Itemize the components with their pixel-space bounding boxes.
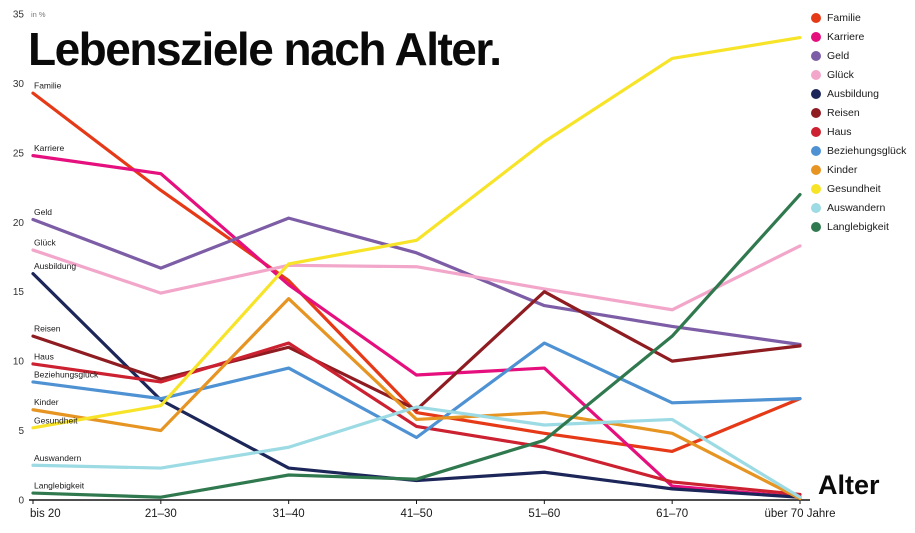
legend-label: Glück xyxy=(827,69,854,81)
series-start-label: Gesundheit xyxy=(34,415,78,425)
legend-label: Gesundheit xyxy=(827,183,881,195)
legend-item: Kinder xyxy=(811,164,907,176)
y-tick-label: 15 xyxy=(13,287,25,298)
legend-swatch-icon xyxy=(811,127,821,137)
legend-swatch-icon xyxy=(811,184,821,194)
series-start-label: Glück xyxy=(34,238,56,248)
series-start-label: Karriere xyxy=(34,143,65,153)
legend-label: Auswandern xyxy=(827,202,886,214)
legend-swatch-icon xyxy=(811,222,821,232)
y-tick-label: 30 xyxy=(13,79,25,90)
legend-item: Haus xyxy=(811,126,907,138)
series-start-label: Haus xyxy=(34,351,54,361)
series-line-beziehungsglck xyxy=(31,341,802,440)
y-tick-label: 10 xyxy=(13,357,25,368)
series-line-familie xyxy=(31,91,802,453)
legend-item: Glück xyxy=(811,69,907,81)
legend-label: Langlebigkeit xyxy=(827,221,889,233)
legend-swatch-icon xyxy=(811,146,821,156)
y-tick-label: 0 xyxy=(18,496,24,507)
chart-legend: Familie Karriere Geld Glück Ausbildung Reisen… xyxy=(811,12,907,233)
x-tick-label: 41–50 xyxy=(401,508,433,520)
legend-swatch-icon xyxy=(811,70,821,80)
series-start-label: Reisen xyxy=(34,324,61,334)
x-tick-label: 61–70 xyxy=(656,508,688,520)
legend-label: Karriere xyxy=(827,31,865,43)
legend-swatch-icon xyxy=(811,165,821,175)
x-tick-label: 51–60 xyxy=(528,508,560,520)
x-tick-label: über 70 Jahre xyxy=(765,508,836,520)
y-tick-label: 25 xyxy=(13,148,25,159)
y-tick-label: 35 xyxy=(13,10,25,21)
legend-item: Geld xyxy=(811,50,907,62)
legend-swatch-icon xyxy=(811,32,821,42)
legend-label: Kinder xyxy=(827,164,858,176)
legend-item: Auswandern xyxy=(811,202,907,214)
series-start-label: Beziehungsglück xyxy=(34,369,99,379)
legend-item: Langlebigkeit xyxy=(811,221,907,233)
series-line-kinder xyxy=(31,297,802,501)
series-line-glck xyxy=(31,244,802,312)
series-start-label: Familie xyxy=(34,81,62,91)
legend-label: Ausbildung xyxy=(827,88,879,100)
legend-swatch-icon xyxy=(811,13,821,23)
x-tick-label: 21–30 xyxy=(145,508,177,520)
legend-swatch-icon xyxy=(811,89,821,99)
series-line-auswandern xyxy=(31,405,802,499)
legend-item: Familie xyxy=(811,12,907,24)
y-tick-label: 5 xyxy=(18,426,24,437)
series-start-label: Geld xyxy=(34,207,52,217)
series-line-haus xyxy=(31,341,802,497)
legend-label: Beziehungsglück xyxy=(827,145,907,157)
legend-swatch-icon xyxy=(811,51,821,61)
legend-item: Gesundheit xyxy=(811,183,907,195)
series-start-label: Auswandern xyxy=(34,453,82,463)
legend-label: Haus xyxy=(827,126,852,138)
series-line-langlebigkeit xyxy=(31,192,802,499)
x-axis-title: Alter xyxy=(818,470,880,500)
x-tick-label: 31–40 xyxy=(273,508,305,520)
chart-title: Lebensziele nach Alter. xyxy=(28,23,502,75)
series-line-gesundheit xyxy=(31,36,802,430)
legend-item: Karriere xyxy=(811,31,907,43)
series-line-reisen xyxy=(31,290,802,412)
legend-item: Reisen xyxy=(811,107,907,119)
series-line-geld xyxy=(31,216,802,347)
legend-label: Reisen xyxy=(827,107,860,119)
series-line-karriere xyxy=(31,154,802,499)
legend-item: Beziehungsglück xyxy=(811,145,907,157)
series-line-ausbildung xyxy=(31,272,802,499)
series-start-label: Kinder xyxy=(34,397,59,407)
x-tick-label: bis 20 xyxy=(30,508,61,520)
legend-label: Geld xyxy=(827,50,850,62)
legend-item: Ausbildung xyxy=(811,88,907,100)
series-start-label: Ausbildung xyxy=(34,261,76,271)
y-axis-unit-label: in % xyxy=(31,10,46,19)
y-tick-label: 20 xyxy=(13,218,25,229)
legend-label: Familie xyxy=(827,12,861,24)
legend-swatch-icon xyxy=(811,203,821,213)
series-start-label: Langlebigkeit xyxy=(34,481,85,491)
legend-swatch-icon xyxy=(811,108,821,118)
